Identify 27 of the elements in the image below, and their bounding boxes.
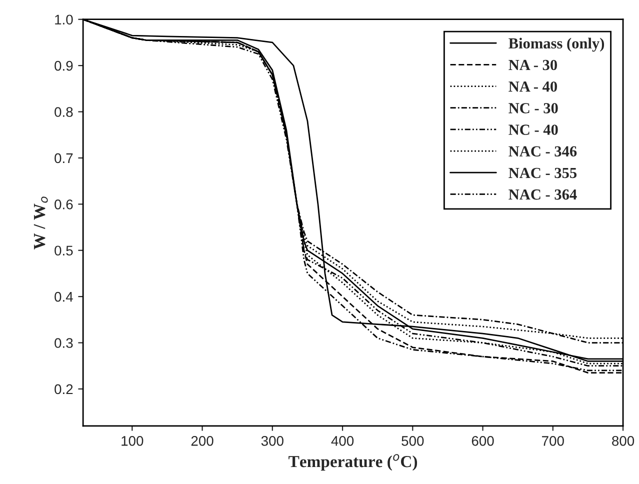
y-tick-label: 0.3 bbox=[54, 338, 73, 348]
y-tick-label: 0.5 bbox=[54, 246, 73, 256]
x-tick-label: 600 bbox=[472, 436, 494, 446]
legend-label: NA - 30 bbox=[508, 60, 557, 70]
legend-label: NC - 40 bbox=[508, 124, 558, 135]
legend-label: NC - 30 bbox=[508, 103, 558, 114]
legend-label: NAC - 346 bbox=[508, 146, 577, 157]
y-tick-label: 0.8 bbox=[54, 107, 73, 117]
legend-label: Biomass (only) bbox=[508, 38, 604, 52]
y-tick-label: 0.7 bbox=[54, 153, 73, 164]
x-tick-label: 200 bbox=[191, 436, 214, 446]
y-tick-label: 0.4 bbox=[54, 292, 73, 302]
x-tick-label: 500 bbox=[402, 436, 424, 446]
x-tick-label: 800 bbox=[612, 436, 634, 446]
legend-label: NAC - 364 bbox=[508, 189, 577, 200]
x-tick-label: 700 bbox=[542, 436, 564, 446]
x-tick-label: 100 bbox=[122, 436, 144, 446]
x-tick-label: 400 bbox=[331, 436, 354, 446]
x-axis-title: Temperature ($^{o}$C) bbox=[288, 454, 418, 471]
y-tick-label: 0.9 bbox=[54, 60, 73, 71]
x-tick-label: 300 bbox=[261, 436, 284, 446]
y-axis-title: W / W$_{o}$ bbox=[34, 196, 48, 250]
y-tick-label: 1.0 bbox=[55, 14, 73, 25]
y-tick-label: 0.2 bbox=[54, 384, 73, 394]
y-tick-label: 0.6 bbox=[54, 199, 73, 210]
legend-label: NAC - 355 bbox=[508, 168, 577, 178]
legend-label: NA - 40 bbox=[508, 81, 557, 92]
